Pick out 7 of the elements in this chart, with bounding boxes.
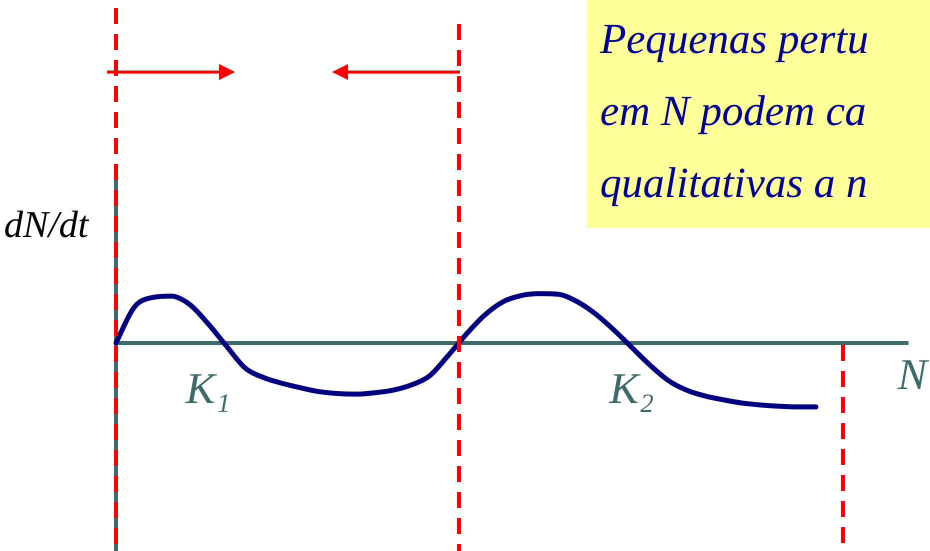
text: em N podem ca — [600, 87, 866, 137]
x-tick-label: K₁ — [184, 364, 230, 413]
text: Pequenas pertu — [600, 15, 869, 65]
y-axis-title: dN/dt — [4, 203, 88, 248]
x-tick-label: K₂ — [608, 364, 654, 413]
x-axis-title: N — [898, 350, 927, 399]
text: qualitativas a n — [600, 159, 868, 209]
